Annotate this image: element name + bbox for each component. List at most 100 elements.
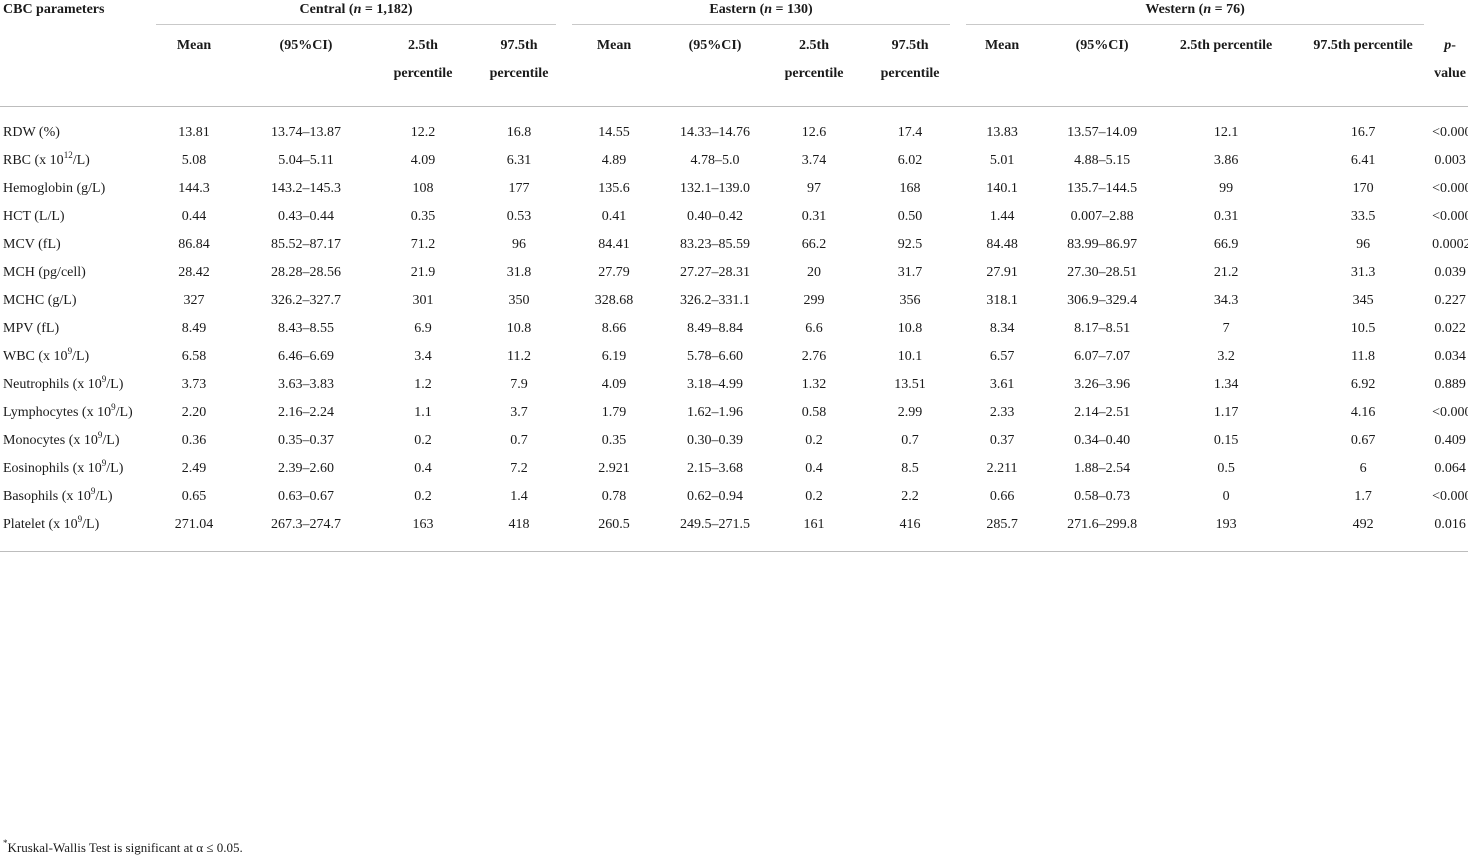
table-row: Eosinophils (x 109/L) 2.49 2.39–2.60 0.4 7.2… (0, 455, 1468, 483)
table-cell: 1.1 (414, 405, 432, 420)
table-cell: 31.3 (1350, 265, 1376, 280)
row-label-unit: /L) (106, 377, 124, 392)
table-cell: 1.44 (989, 209, 1015, 224)
row-label: Neutrophils (x 109/L) (0, 371, 148, 399)
table-cell: 8.66 (601, 321, 627, 336)
row-label-unit: /L) (82, 517, 100, 532)
eastern-p975-header: 97.5th percentile (880, 38, 940, 81)
table-cell: 5.01 (989, 153, 1015, 168)
table-cell: 306.9–329.4 (1067, 293, 1138, 308)
table-cell: 6.9 (414, 321, 432, 336)
table-cell: 6.57 (989, 349, 1015, 364)
table-cell: 1.88–2.54 (1074, 461, 1131, 476)
table-cell: 0.36 (181, 433, 207, 448)
table-cell: 0.37 (989, 433, 1015, 448)
table-cell: 4.09 (410, 153, 436, 168)
table-cell: 326.2–331.1 (680, 293, 751, 308)
table-cell: 356 (899, 293, 921, 308)
table-cell: 143.2–145.3 (271, 181, 341, 196)
group-eastern-header: Eastern (n = 130) (564, 0, 958, 26)
central-p975-header: 97.5th percentile (489, 38, 549, 81)
table-cell: 3.61 (989, 377, 1015, 392)
table-cell: 6.02 (897, 153, 923, 168)
table-row: WBC (x 109/L) 6.58 6.46–6.69 3.4 11.2 6.19 5.7… (0, 343, 1468, 371)
table-cell: 271.04 (174, 517, 214, 532)
table-cell: 0.409 (1434, 433, 1466, 448)
table-cell: 1.17 (1213, 405, 1239, 420)
table-cell: 0.62–0.94 (687, 489, 744, 504)
table-cell: 0.41 (601, 209, 627, 224)
table-cell: 6.58 (181, 349, 207, 364)
row-label-exponent: 9 (101, 374, 107, 384)
table-cell: 6 (1359, 461, 1367, 476)
row-label-exponent: 9 (111, 402, 116, 412)
table-cell: 0 (1222, 489, 1230, 504)
table-cell: 4.09 (601, 377, 627, 392)
table-cell: 16.7 (1350, 125, 1376, 140)
table-cell: 5.04–5.11 (278, 153, 334, 168)
table-cell: 0.227 (1434, 293, 1466, 308)
table-cell: 21.9 (410, 265, 436, 280)
row-label-unit: /L) (95, 489, 113, 504)
row-label-unit: /L) (72, 153, 90, 168)
table-cell: 6.46–6.69 (278, 349, 334, 364)
table-cell: 416 (899, 517, 921, 532)
table-cell: 3.26–3.96 (1074, 377, 1131, 392)
table-cell: 14.33–14.76 (680, 125, 751, 140)
table-cell: 12.6 (801, 125, 827, 140)
row-label-text: MCV (fL) (3, 237, 61, 252)
table-cell: 135.7–144.5 (1067, 181, 1138, 196)
table-cell: 84.41 (598, 237, 630, 252)
eastern-mean-header: Mean (596, 38, 632, 53)
table-cell: 0.5 (1217, 461, 1235, 476)
table-cell: 0.35 (601, 433, 627, 448)
table-cell: 327 (183, 293, 205, 308)
table-cell: 0.007–2.88 (1070, 209, 1134, 224)
table-cell: 6.6 (805, 321, 823, 336)
table-cell: 12.1 (1213, 125, 1239, 140)
table-cell: 8.17–8.51 (1074, 321, 1131, 336)
table-cell: 1.34 (1213, 377, 1239, 392)
table-cell: 85.52–87.17 (271, 237, 341, 252)
table-cell: 418 (508, 517, 530, 532)
row-label: Lymphocytes (x 109/L) (0, 399, 148, 427)
table-cell: 0.034 (1434, 349, 1466, 364)
table-cell: 140.1 (986, 181, 1018, 196)
table-cell: 1.62–1.96 (687, 405, 744, 420)
group-central-header: Central (n = 1,182) (148, 0, 564, 26)
table-cell: 11.8 (1351, 349, 1376, 364)
table-cell: 2.39–2.60 (278, 461, 334, 476)
table-cell: <0.0001 (1432, 209, 1468, 224)
row-label-text: HCT (L/L) (3, 209, 65, 224)
table-cell: 83.23–85.59 (680, 237, 751, 252)
western-ci-header: (95%CI) (1075, 38, 1129, 53)
western-p25-header: 2.5th percentile (1179, 38, 1273, 53)
table-cell: 2.49 (181, 461, 207, 476)
table-cell: 3.2 (1217, 349, 1235, 364)
table-row: Neutrophils (x 109/L) 3.73 3.63–3.83 1.2 7.9… (0, 371, 1468, 399)
table-cell: 0.66 (989, 489, 1015, 504)
row-label: HCT (L/L) (0, 203, 148, 231)
table-cell: 10.1 (897, 349, 923, 364)
table-cell: 84.48 (986, 237, 1018, 252)
table-cell: 3.63–3.83 (278, 377, 334, 392)
central-ci-header: (95%CI) (279, 38, 333, 53)
table-cell: 6.19 (601, 349, 627, 364)
table-cell: 318.1 (986, 293, 1018, 308)
row-label: Eosinophils (x 109/L) (0, 455, 148, 483)
table-cell: 193 (1215, 517, 1237, 532)
table-cell: 17.4 (897, 125, 923, 140)
table-cell: 71.2 (410, 237, 436, 252)
row-label: Basophils (x 109/L) (0, 483, 148, 511)
row-label-text: RBC (x 10 (3, 153, 64, 168)
header-group-row: CBC parameters Central (n = 1,182) Easte… (0, 0, 1468, 26)
row-label-unit: /L) (102, 433, 120, 448)
cbc-reference-table: CBC parameters Central (n = 1,182) Easte… (0, 0, 1468, 552)
table-cell: 10.8 (897, 321, 923, 336)
table-cell: 0.65 (181, 489, 207, 504)
table-cell: 1.32 (801, 377, 827, 392)
table-cell: 132.1–139.0 (680, 181, 751, 196)
western-p975-header: 97.5th percentile (1313, 38, 1413, 53)
table-cell: 7.9 (510, 377, 528, 392)
